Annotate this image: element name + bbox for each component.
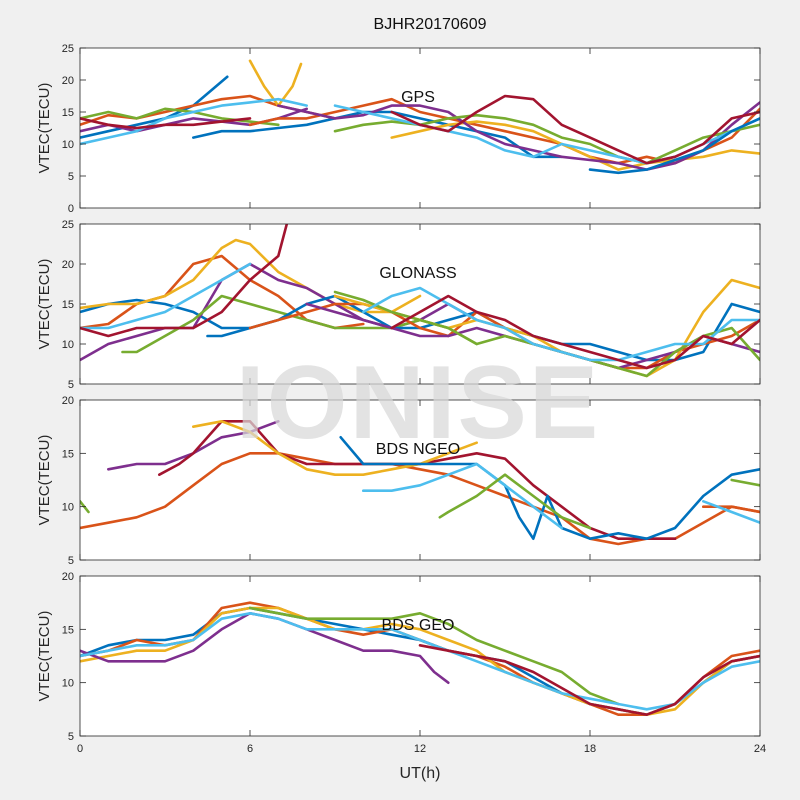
series-line-14 [390,294,760,370]
y-tick-label: 20 [62,259,74,271]
series-line-8 [192,110,563,159]
y-axis-label: VTEC(TECU) [36,611,53,702]
x-tick-label: 6 [247,743,253,755]
series-line-5 [192,420,478,476]
y-tick-label: 15 [62,299,74,311]
y-tick-label: 5 [68,555,74,567]
series-line-7 [418,644,760,716]
series-line-8 [438,473,592,530]
series-line-9 [702,505,760,514]
y-tick-label: 10 [62,139,74,151]
panel-label: GLONASS [379,265,456,282]
series-group [80,224,760,378]
series-line-6 [339,436,760,540]
series-line-11 [730,478,760,487]
series-line-6 [80,262,252,330]
panel-glonass: 5 10 15 20 25 VTEC(TECU) GLONASS [36,219,761,391]
x-tick-label: 24 [754,743,766,755]
y-tick-label: 20 [62,75,74,87]
panel-label: GPS [401,89,435,106]
series-line-11 [277,101,760,171]
panel-label: BDS NGEO [376,441,460,458]
series-line-5 [80,107,280,127]
y-tick-label: 0 [68,203,74,215]
y-axis-label: VTEC(TECU) [36,435,53,526]
chart-title: BJHR20170609 [374,16,487,33]
y-tick-label: 10 [62,339,74,351]
series-line-6 [80,612,760,711]
watermark: IONISE [236,345,601,461]
panel-label: BDS GEO [382,617,455,634]
y-axis-label: VTEC(TECU) [36,83,53,174]
series-line-14 [390,94,760,165]
y-tick-label: 20 [62,395,74,407]
panel-bds-ngeo: 5 10 15 20 VTEC(TECU) BDS NGEO [36,395,761,567]
series-line-10 [702,500,760,524]
plot-area [80,224,760,384]
series-line-5 [248,606,620,706]
series-group [80,601,760,716]
series-line-6 [80,97,308,146]
y-tick-label: 15 [62,624,74,636]
series-line-1 [80,75,229,139]
series-line-7 [80,224,289,338]
y-tick-label: 25 [62,43,74,55]
panel-bds-geo: 5 10 15 20 0 6 12 18 24 VTEC(TECU) BDS GEO [36,571,766,755]
y-tick-label: 20 [62,571,74,583]
series-line-12 [333,113,760,165]
x-tick-label: 18 [584,743,596,755]
y-tick-label: 5 [68,379,74,391]
y-axis-label: VTEC(TECU) [36,259,53,350]
series-line-7 [362,462,563,530]
y-tick-label: 15 [62,448,74,460]
x-axis-label: UT(h) [400,765,441,782]
series-group [80,420,760,546]
y-tick-label: 5 [68,171,74,183]
panel-gps: 0 5 10 15 20 25 VTEC(TECU) GPS [36,43,761,215]
series-line-10 [390,120,760,171]
series-line-15 [588,117,760,175]
y-tick-label: 15 [62,107,74,119]
series-line-7 [80,117,252,130]
y-tick-label: 25 [62,219,74,231]
x-tick-label: 12 [414,743,426,755]
x-tick-label: 0 [77,743,83,755]
y-tick-label: 10 [62,502,74,514]
y-tick-label: 10 [62,678,74,690]
series-group [80,59,760,175]
plot-area [80,48,760,208]
y-tick-label: 5 [68,731,74,743]
